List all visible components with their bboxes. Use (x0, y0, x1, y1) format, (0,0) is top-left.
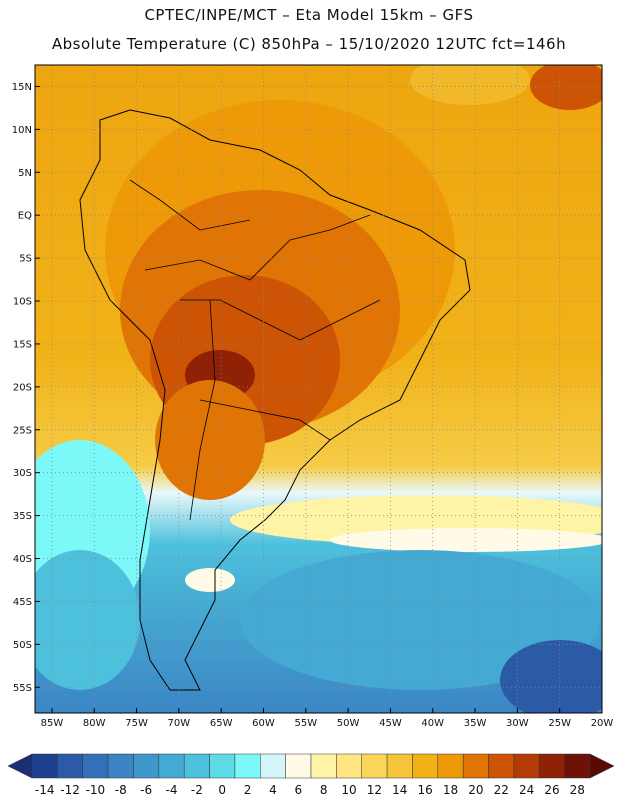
colorbar-swatch (31, 753, 58, 779)
lat-label: 15N (12, 82, 32, 93)
map-frame (34, 64, 603, 714)
chart-subtitle: Absolute Temperature (C) 850hPa – 15/10/… (51, 35, 567, 53)
colorbar-label: -12 (60, 783, 80, 797)
lat-label: 5N (18, 168, 32, 179)
colorbar-swatch (209, 753, 236, 779)
colorbar-swatch (386, 753, 413, 779)
colorbar-swatch (107, 753, 134, 779)
colorbar-label: 24 (519, 783, 534, 797)
lon-label: 55W (294, 718, 317, 729)
colorbar-extend-high (589, 753, 615, 779)
colorbar-swatch (57, 753, 83, 779)
lat-label: 30S (13, 468, 32, 479)
lat-label: EQ (18, 211, 32, 222)
colorbar-label: 10 (341, 783, 356, 797)
lat-lon-grid (35, 65, 603, 713)
lon-label: 30W (506, 718, 529, 729)
lon-label: 60W (252, 718, 275, 729)
colorbar-swatch (234, 753, 261, 779)
lon-label: 80W (83, 718, 106, 729)
colorbar-label: 8 (320, 783, 328, 797)
colorbar-swatch (133, 753, 160, 779)
colorbar-swatch (183, 753, 210, 779)
colorbar-label: 12 (367, 783, 382, 797)
lon-label: 70W (168, 718, 191, 729)
temperature-field (35, 65, 602, 713)
colorbar-label: 20 (468, 783, 483, 797)
lon-label: 35W (464, 718, 487, 729)
lat-label: 35S (13, 511, 32, 522)
colorbar-label: 22 (494, 783, 509, 797)
lat-label: 25S (13, 425, 32, 436)
colorbar-swatch (564, 753, 591, 779)
colorbar-extend-low (7, 753, 33, 779)
coastline (79, 109, 471, 691)
colorbar-swatch (260, 753, 286, 779)
colorbar-swatch (513, 753, 540, 779)
lat-label: 45S (13, 597, 32, 608)
colorbar-label: 0 (218, 783, 226, 797)
lon-label: 25W (548, 718, 571, 729)
colorbar-label: -2 (191, 783, 203, 797)
lat-label: 5S (19, 254, 32, 265)
colorbar-label: 16 (417, 783, 432, 797)
colorbar-label: 28 (570, 783, 585, 797)
lat-label: 10S (13, 297, 32, 308)
colorbar-label: 4 (269, 783, 277, 797)
lon-label: 65W (210, 718, 233, 729)
lat-label: 10N (12, 125, 32, 136)
lat-label: 50S (13, 640, 32, 651)
colorbar-label: -14 (35, 783, 55, 797)
lat-label: 15S (13, 339, 32, 350)
colorbar-label: 2 (244, 783, 252, 797)
colorbar-swatch (462, 753, 489, 779)
colorbar-label: -4 (166, 783, 178, 797)
colorbar-swatch (488, 753, 515, 779)
colorbar-label: 14 (392, 783, 407, 797)
chart-title: CPTEC/INPE/MCT – Eta Model 15km – GFS (144, 6, 474, 24)
colorbar-swatch (310, 753, 337, 779)
colorbar-label: -10 (86, 783, 106, 797)
colorbar-label: 6 (294, 783, 302, 797)
lat-label: 55S (13, 683, 32, 694)
lon-label: 75W (125, 718, 148, 729)
colorbar-label: -8 (115, 783, 127, 797)
colorbar-swatch (285, 753, 312, 779)
longitude-labels: 85W 80W 75W 70W 65W 60W 55W 50W 45W 40W 35W 30W 25W 2… (41, 708, 614, 729)
colorbar-swatch (336, 753, 362, 779)
lon-label: 50W (337, 718, 360, 729)
lon-label: 85W (41, 718, 64, 729)
colorbar-label: 26 (544, 783, 559, 797)
colorbar-swatch (158, 753, 185, 779)
latitude-labels: 15N 10N 5N EQ 5S 10S 15S 20S 25S 30S 35S 40S 45S 50S 5… (12, 82, 40, 694)
lon-label: 20W (591, 718, 614, 729)
colorbar-label: 18 (443, 783, 458, 797)
colorbar-swatch (539, 753, 565, 779)
colorbar-swatch (412, 753, 439, 779)
colorbar: -14 -12 -10 -8 -6 -4 -2 0 2 4 6 8 10 12 14 16 18 20 22 24 26… (7, 753, 615, 797)
colorbar-label: -6 (140, 783, 152, 797)
lat-label: 20S (13, 382, 32, 393)
lat-label: 40S (13, 554, 32, 565)
lon-label: 40W (421, 718, 444, 729)
colorbar-swatch (82, 753, 109, 779)
colorbar-swatch (437, 753, 464, 779)
colorbar-swatch (361, 753, 388, 779)
lon-label: 45W (379, 718, 402, 729)
